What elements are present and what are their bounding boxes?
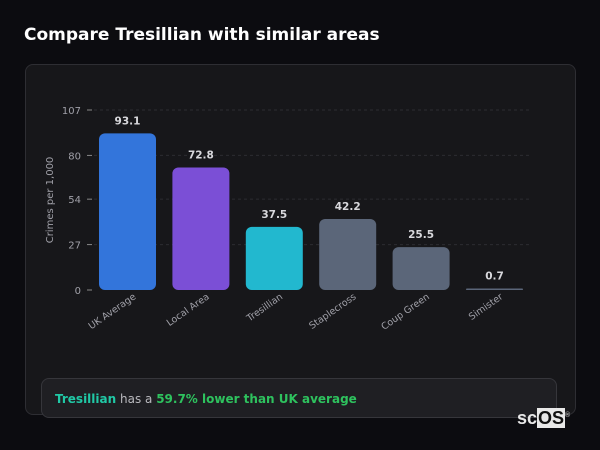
data-label: 0.7 bbox=[485, 271, 504, 283]
y-axis-label: Crimes per 1,000 bbox=[45, 157, 56, 244]
bar bbox=[466, 288, 523, 290]
data-label: 42.2 bbox=[335, 201, 361, 213]
y-tick-label: 0 bbox=[75, 286, 81, 297]
x-tick-label: Local Area bbox=[165, 291, 212, 328]
summary-text: has a bbox=[116, 392, 157, 406]
bar bbox=[172, 167, 230, 290]
x-tick-label: Tresillian bbox=[244, 291, 285, 324]
scos-logo: scOS® bbox=[517, 408, 571, 428]
x-tick-label: Coup Green bbox=[379, 291, 431, 332]
x-tick-label: UK Average bbox=[87, 291, 139, 332]
data-label: 93.1 bbox=[115, 115, 141, 127]
bar bbox=[99, 133, 156, 290]
x-tick-label: Staplecross bbox=[307, 291, 358, 331]
y-tick-label: 80 bbox=[68, 151, 81, 162]
y-tick-label: 54 bbox=[68, 195, 81, 206]
x-tick-label: Simister bbox=[467, 291, 505, 322]
y-tick-label: 27 bbox=[68, 241, 81, 252]
data-label: 25.5 bbox=[408, 229, 434, 241]
summary-box: Tresillian has a 59.7% lower than UK ave… bbox=[41, 378, 557, 418]
summary-area: Tresillian bbox=[55, 392, 117, 406]
data-label: 72.8 bbox=[188, 150, 214, 162]
page-title: Compare Tresillian with similar areas bbox=[24, 25, 380, 45]
summary-highlight: 59.7% lower than UK average bbox=[156, 392, 357, 406]
bar bbox=[319, 219, 377, 290]
bar bbox=[245, 226, 303, 290]
bar bbox=[392, 247, 450, 290]
data-label: 37.5 bbox=[261, 209, 287, 221]
y-tick-label: 107 bbox=[62, 106, 81, 117]
